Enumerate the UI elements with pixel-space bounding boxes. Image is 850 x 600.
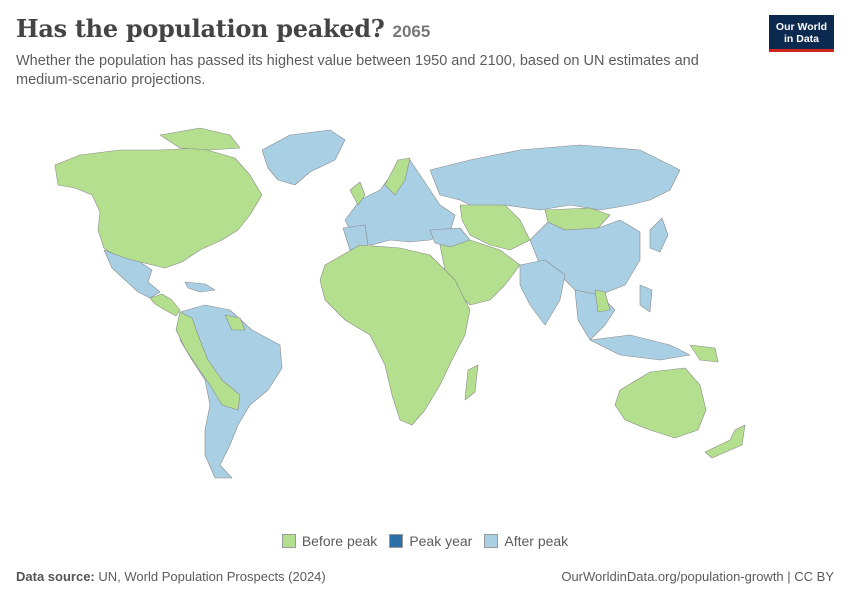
source-text[interactable]: UN, World Population Prospects (2024) [98, 569, 326, 584]
legend-item-before-peak[interactable]: Before peak [281, 533, 378, 549]
region-central-america[interactable] [149, 293, 181, 317]
region-caribbean[interactable] [184, 281, 216, 293]
data-source: Data source: UN, World Population Prospe… [16, 569, 326, 584]
region-africa[interactable] [319, 244, 471, 426]
region-papua-new-guinea[interactable] [689, 344, 719, 363]
region-madagascar[interactable] [464, 364, 479, 401]
legend-swatch-peak-year [389, 534, 404, 548]
region-central-asia[interactable] [459, 204, 531, 251]
region-guianas[interactable] [224, 314, 246, 331]
region-mexico[interactable] [103, 249, 161, 299]
logo-line-2: in Data [783, 33, 819, 45]
chart-subtitle: Whether the population has passed its hi… [16, 53, 699, 88]
world-map[interactable] [0, 120, 850, 520]
region-new-zealand[interactable] [704, 424, 746, 459]
region-japan[interactable] [649, 217, 669, 253]
region-indonesia[interactable] [589, 334, 691, 361]
legend-swatch-before-peak [281, 534, 296, 548]
region-india[interactable] [519, 259, 566, 326]
legend-label: Before peak [301, 533, 378, 549]
logo-line-1: Our World [775, 21, 828, 33]
region-iberia[interactable] [342, 224, 369, 251]
region-southeast-asia[interactable] [574, 289, 616, 341]
region-uk[interactable] [349, 181, 366, 206]
map-legend: Before peak Peak year After peak [0, 533, 850, 549]
region-russia[interactable] [429, 144, 681, 211]
region-scandinavia[interactable] [384, 157, 411, 196]
region-australia[interactable] [614, 367, 707, 439]
region-turkey-iran[interactable] [429, 227, 471, 248]
footer: Data source: UN, World Population Prospe… [16, 569, 834, 584]
legend-label: Peak year [409, 533, 473, 549]
region-greenland[interactable] [261, 129, 346, 186]
legend-item-peak-year[interactable]: Peak year [389, 533, 472, 549]
region-arctic-islands[interactable] [159, 127, 241, 151]
page-title: Has the population peaked? [16, 14, 385, 43]
region-philippines[interactable] [639, 284, 653, 313]
legend-label: After peak [504, 533, 569, 549]
owid-logo[interactable]: Our World in Data [769, 15, 834, 52]
region-laos-cambodia[interactable] [594, 289, 611, 313]
source-label: Data source: [16, 569, 95, 584]
credit-link[interactable]: OurWorldinData.org/population-growth | C… [561, 569, 834, 584]
chart-header: Has the population peaked? 2065 [16, 14, 430, 43]
legend-item-after-peak[interactable]: After peak [484, 533, 568, 549]
region-north-america[interactable] [54, 147, 263, 269]
year-label[interactable]: 2065 [392, 22, 431, 41]
legend-swatch-after-peak [484, 534, 499, 548]
region-andean-south-america[interactable] [175, 311, 241, 411]
